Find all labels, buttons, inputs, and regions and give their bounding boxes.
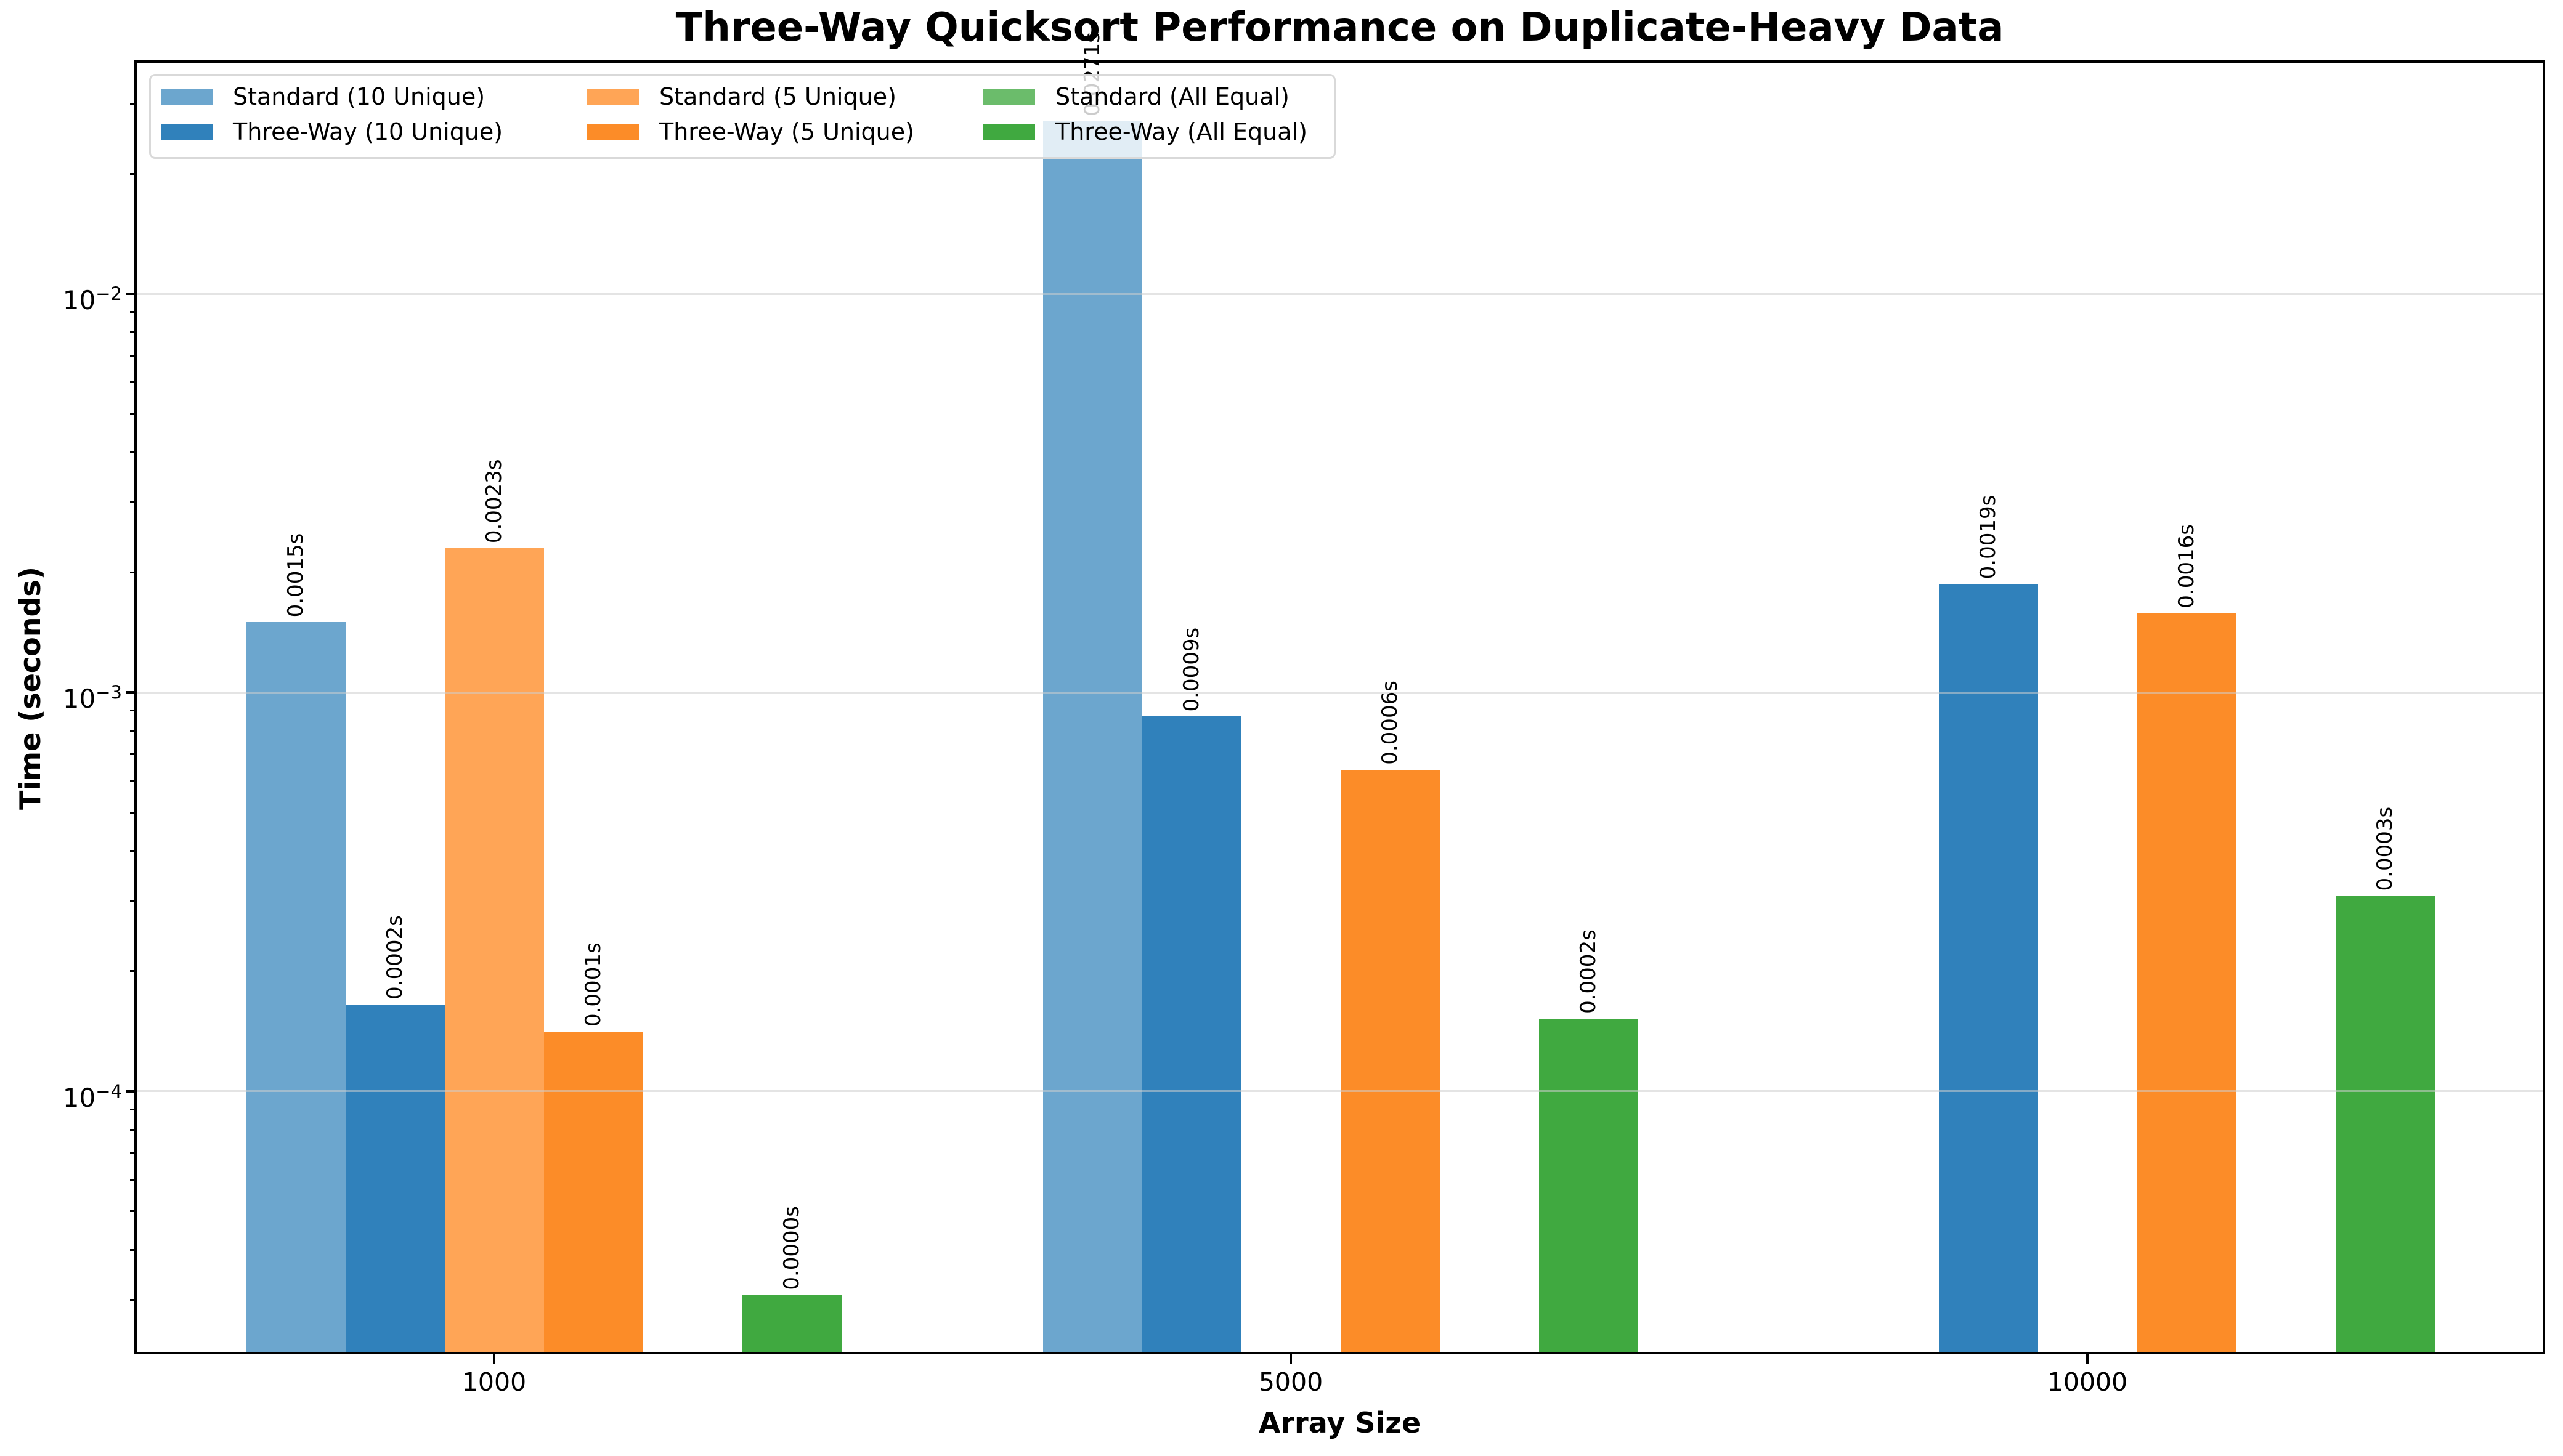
- bar: [543, 1032, 643, 1353]
- x-tick-label: 10000: [2047, 1367, 2128, 1397]
- bar: [742, 1295, 842, 1353]
- bar-value-label: 0.0023s: [482, 459, 506, 544]
- legend-label: Three-Way (5 Unique): [659, 118, 914, 145]
- x-tick: [1290, 1354, 1292, 1364]
- gridline: [136, 691, 2544, 694]
- legend-item: Standard (All Equal): [983, 82, 1290, 111]
- y-minor-tick: [130, 730, 136, 732]
- chart-title: Three-Way Quicksort Performance on Dupli…: [675, 5, 2004, 51]
- y-minor-tick: [130, 970, 136, 973]
- y-minor-tick: [130, 354, 136, 357]
- y-tick-label: 10−3: [62, 682, 122, 714]
- y-minor-tick: [130, 1108, 136, 1110]
- bar-value-label: 0.0009s: [1179, 627, 1204, 712]
- y-minor-tick: [130, 900, 136, 902]
- bar: [1142, 716, 1241, 1353]
- y-minor-tick: [130, 1248, 136, 1251]
- y-tick: [126, 293, 136, 295]
- y-minor-tick: [130, 850, 136, 852]
- legend-swatch: [983, 89, 1035, 105]
- bar-value-label: 0.0001s: [581, 942, 606, 1027]
- y-minor-tick: [130, 1210, 136, 1212]
- y-minor-tick: [130, 1128, 136, 1131]
- x-tick-label: 5000: [1258, 1367, 1323, 1397]
- y-tick: [126, 691, 136, 694]
- y-minor-tick: [130, 1178, 136, 1181]
- y-minor-tick: [130, 1152, 136, 1154]
- y-minor-tick: [130, 102, 136, 105]
- bar-value-label: 0.0019s: [1976, 495, 2000, 580]
- y-minor-tick: [130, 381, 136, 384]
- y-minor-tick: [130, 811, 136, 814]
- bar-value-label: 0.0016s: [2174, 524, 2199, 609]
- legend-swatch: [161, 124, 213, 140]
- y-minor-tick: [130, 501, 136, 503]
- x-axis-title: Array Size: [1258, 1406, 1421, 1439]
- gridline: [136, 1090, 2544, 1093]
- bar: [1042, 121, 1142, 1353]
- bar: [2335, 896, 2435, 1353]
- x-tick: [2086, 1354, 2089, 1364]
- legend: Standard (10 Unique) Three-Way (10 Unique…: [149, 74, 1336, 159]
- bar-value-label: 0.0002s: [1576, 929, 1601, 1014]
- bar: [2137, 613, 2236, 1353]
- legend-item: Three-Way (5 Unique): [587, 117, 914, 147]
- legend-item: Standard (5 Unique): [587, 82, 896, 111]
- legend-swatch: [983, 124, 1035, 140]
- legend-item: Standard (10 Unique): [161, 82, 485, 111]
- y-minor-tick: [130, 331, 136, 334]
- bar-value-label: 0.0015s: [283, 533, 308, 618]
- legend-label: Three-Way (10 Unique): [233, 118, 503, 145]
- bar: [246, 622, 346, 1353]
- bar-value-label: 0.0003s: [2373, 806, 2397, 891]
- legend-label: Standard (10 Unique): [233, 83, 485, 110]
- bar: [345, 1004, 445, 1353]
- y-tick-label: 10−2: [62, 283, 122, 315]
- y-minor-tick: [130, 451, 136, 454]
- y-tick: [126, 1090, 136, 1093]
- bar: [1938, 584, 2038, 1353]
- y-minor-tick: [130, 172, 136, 175]
- legend-label: Standard (All Equal): [1055, 83, 1290, 110]
- y-minor-tick: [130, 571, 136, 573]
- bar-value-label: 0.0000s: [779, 1205, 804, 1290]
- y-minor-tick: [130, 753, 136, 756]
- bar: [1538, 1018, 1638, 1353]
- y-minor-tick: [130, 311, 136, 313]
- x-tick-label: 1000: [461, 1367, 527, 1397]
- bar-value-label: 0.0006s: [1378, 681, 1402, 765]
- bar: [1340, 769, 1440, 1353]
- legend-item: Three-Way (10 Unique): [161, 117, 503, 147]
- legend-swatch: [161, 89, 213, 105]
- legend-item: Three-Way (All Equal): [983, 117, 1307, 147]
- legend-label: Three-Way (All Equal): [1055, 118, 1307, 145]
- legend-swatch: [587, 124, 639, 140]
- x-tick: [493, 1354, 495, 1364]
- y-minor-tick: [130, 780, 136, 782]
- legend-swatch: [587, 89, 639, 105]
- y-minor-tick: [130, 413, 136, 415]
- y-minor-tick: [130, 1298, 136, 1301]
- y-minor-tick: [130, 710, 136, 712]
- y-tick-label: 10−4: [62, 1080, 122, 1113]
- gridline: [136, 293, 2544, 295]
- bar: [444, 548, 544, 1353]
- bar-value-label: 0.0002s: [383, 915, 407, 1000]
- legend-label: Standard (5 Unique): [659, 83, 896, 110]
